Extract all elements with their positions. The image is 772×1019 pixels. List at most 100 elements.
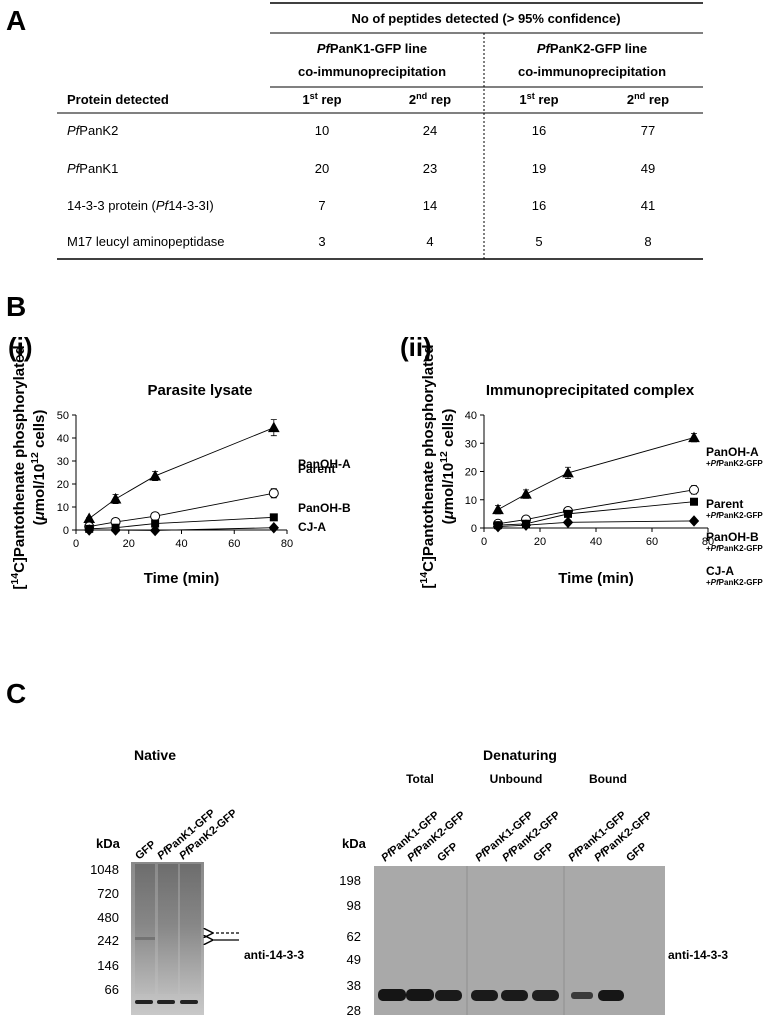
marker [520, 519, 532, 531]
marker-label: 1048 [90, 862, 119, 877]
marker-label: 62 [347, 929, 361, 944]
text-run: PanK2-GFP [719, 544, 764, 553]
group-header: co-immunoprecipitation [518, 64, 666, 79]
marker [492, 503, 504, 515]
text-run: ( [31, 520, 48, 525]
column-header: Protein detected [67, 92, 169, 107]
text-run: 1 [302, 92, 309, 107]
x-tick-label: 60 [228, 538, 240, 550]
group-header: PfPanK1-GFP line [317, 41, 427, 56]
text-run: 14-3-3I) [168, 198, 214, 213]
marker-label: 146 [97, 958, 119, 973]
text-run: nd [416, 91, 427, 101]
series-line [89, 492, 274, 527]
table-cell: 77 [641, 123, 655, 138]
y-tick-label: 0 [63, 525, 69, 537]
column-header: 2nd rep [627, 91, 669, 107]
marker [562, 466, 574, 478]
x-tick-label: 0 [481, 536, 487, 548]
table-cell: 16 [532, 198, 546, 213]
panel-label: (ii) [400, 332, 432, 362]
marker [520, 488, 532, 499]
table-cell: 19 [532, 161, 546, 176]
text-run: 14 [9, 573, 21, 585]
row-label: M17 leucyl aminopeptidase [67, 234, 225, 249]
series-note: +PfPanK2-GFP [706, 459, 763, 468]
row-label: PfPanK1 [67, 161, 118, 176]
text-run: mol/10 [31, 464, 48, 512]
y-axis-label: (μmol/1012 cells) [29, 410, 48, 526]
series-line [88, 427, 274, 519]
text-run: 2 [409, 92, 416, 107]
panel-label: A [6, 5, 26, 36]
text-run: + [706, 544, 711, 553]
text-run: Pf [711, 578, 720, 587]
text-run: [ [11, 585, 28, 590]
series-label: CJ-A [298, 520, 326, 534]
series-line [497, 520, 695, 528]
text-run: rep [318, 92, 342, 107]
y-tick-label: 0 [471, 523, 477, 535]
panel-label: (i) [8, 332, 33, 362]
chart: (i) Parasite lysate Time (min) [14C]Pantoth… [8, 332, 351, 590]
table-cell: 7 [318, 198, 325, 213]
text-run: Pf [67, 161, 81, 176]
series-line [89, 527, 274, 531]
series-note: +PfPanK2-GFP [706, 511, 763, 520]
text-run: st [310, 91, 318, 101]
x-tick-label: 0 [73, 538, 79, 550]
text-run: rep [645, 92, 669, 107]
marker [84, 524, 95, 536]
panel-label: C [6, 678, 26, 709]
table-title: No of peptides detected (> 95% confidenc… [351, 11, 620, 26]
marker [492, 520, 504, 533]
marker [689, 484, 699, 495]
chart: (ii) Immunoprecipitated complex Time (min)… [400, 332, 763, 589]
table-cell: 16 [532, 123, 546, 138]
gel-title: Denaturing [483, 747, 557, 763]
x-tick-label: 20 [123, 538, 135, 550]
text-run: PanK1-GFP line [330, 41, 427, 56]
text-run: mol/10 [440, 463, 457, 511]
x-tick-label: 20 [534, 536, 546, 548]
column-header: 2nd rep [409, 91, 451, 107]
y-tick-label: 10 [465, 495, 477, 507]
table-cell: 5 [535, 234, 542, 249]
series-label: PanOH-A [298, 457, 351, 471]
series-label: Parent [298, 462, 335, 476]
table-cell: 3 [318, 234, 325, 249]
text-run: Pf [711, 544, 720, 553]
marker [149, 469, 161, 481]
antibody-label: anti-14-3-3 [244, 948, 304, 962]
panel-label: B [6, 291, 26, 322]
table-cell: 4 [426, 234, 433, 249]
text-run: rep [535, 92, 559, 107]
y-tick-label: 50 [57, 410, 69, 422]
text-run: 1 [519, 92, 526, 107]
text-run: cells) [31, 410, 48, 453]
marker-label: 198 [339, 873, 361, 888]
row-label: PfPanK2 [67, 123, 118, 138]
table-rules [57, 2, 703, 260]
marker-label: 49 [347, 952, 361, 967]
lane-label: GFP [531, 841, 556, 865]
x-tick-label: 40 [175, 538, 187, 550]
arrows [212, 933, 239, 940]
antibody-label: anti-14-3-3 [668, 948, 728, 962]
marker-label: 242 [97, 933, 119, 948]
group-header: PfPanK2-GFP line [537, 41, 647, 56]
marker [688, 515, 700, 527]
series-line [497, 501, 695, 526]
y-tick-label: 10 [57, 502, 69, 514]
text-run: 2 [627, 92, 634, 107]
y-tick-label: 40 [465, 410, 477, 422]
y-axis-label: [14C]Pantothenate phosphorylated [9, 345, 28, 589]
text-run: μ [440, 510, 457, 520]
text-run: PanK1 [79, 161, 118, 176]
marker [268, 488, 279, 499]
marker [564, 509, 572, 518]
text-run: st [527, 91, 535, 101]
series-line [89, 516, 274, 530]
marker [690, 497, 698, 506]
table-cell: 20 [315, 161, 329, 176]
